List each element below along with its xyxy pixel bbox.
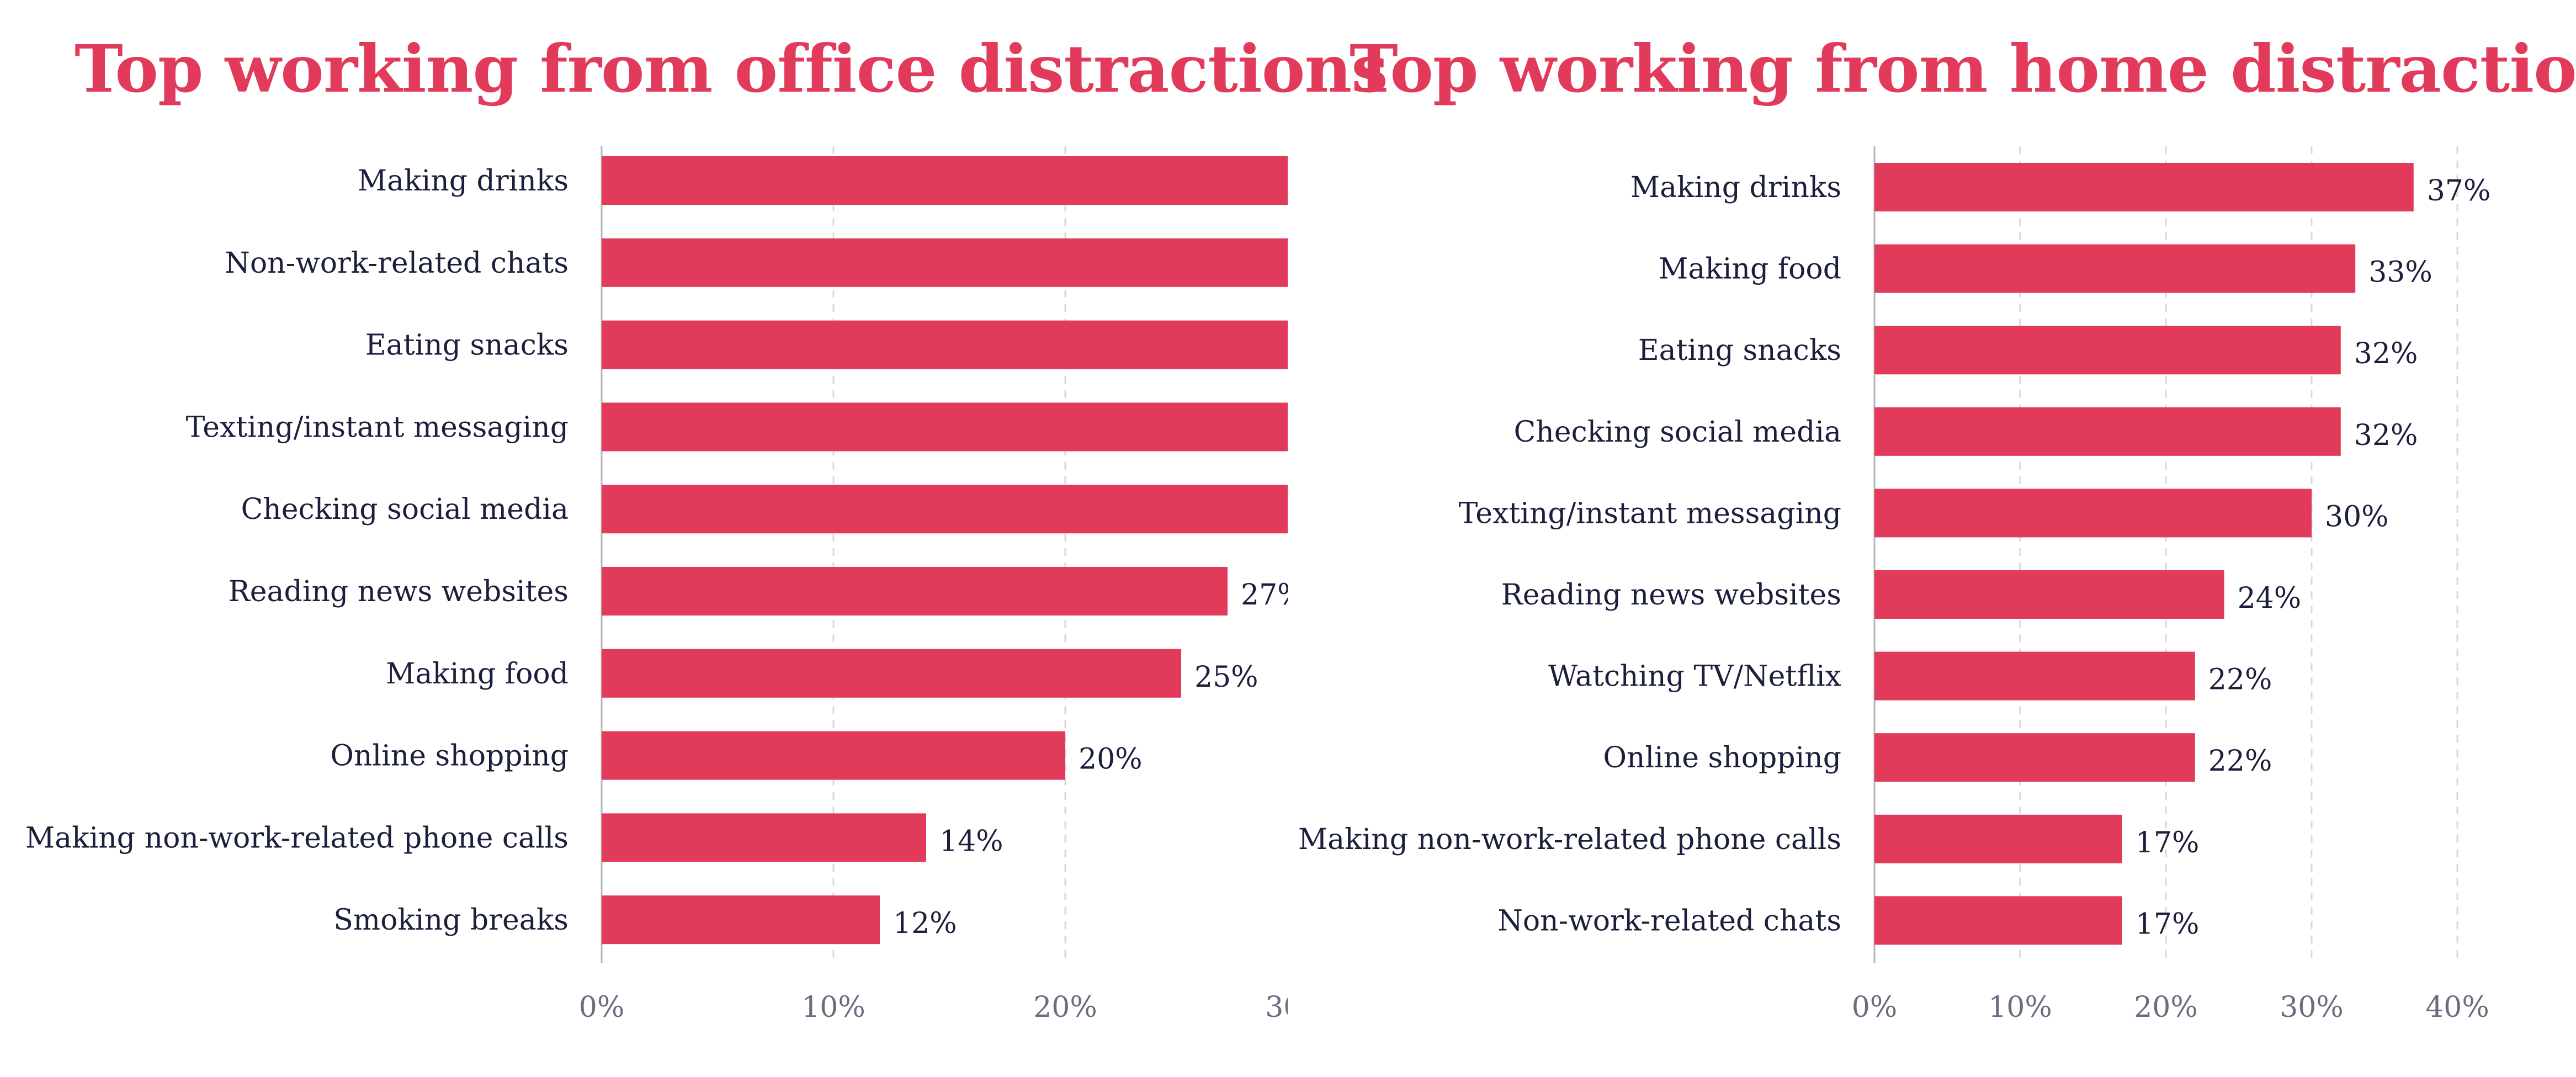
- x-tick-label: 0%: [579, 991, 625, 1024]
- category-label: Eating snacks: [365, 329, 569, 362]
- bar: [1874, 163, 2414, 211]
- category-label: Smoking breaks: [333, 904, 569, 937]
- x-tick-label: 0%: [1852, 991, 1898, 1024]
- value-label: 17%: [2136, 908, 2200, 941]
- x-tick-label: 30%: [1265, 991, 1288, 1024]
- category-label: Online shopping: [330, 740, 569, 773]
- category-label: Watching TV/Netflix: [1548, 660, 1841, 693]
- bar: [602, 320, 1288, 369]
- value-label: 22%: [2208, 664, 2272, 697]
- category-label: Making drinks: [1630, 171, 1841, 204]
- office-distractions-chart: Top working from office distractions 0% 1…: [25, 30, 1388, 1024]
- value-label: 30%: [2325, 500, 2389, 533]
- bar: [602, 402, 1288, 452]
- x-tick-label: 10%: [1988, 991, 2052, 1024]
- value-label: 27%: [1241, 579, 1288, 612]
- category-label: Non-work-related chats: [1497, 904, 1841, 937]
- value-label: 14%: [939, 825, 1003, 858]
- value-label: 20%: [1079, 743, 1143, 776]
- chart-title: Top working from office distractions: [75, 30, 1388, 107]
- category-label: Checking social media: [241, 493, 569, 526]
- bar: [602, 485, 1288, 534]
- value-label: 17%: [2136, 826, 2200, 860]
- category-label: Online shopping: [1603, 741, 1841, 774]
- bar: [1874, 407, 2341, 456]
- bar: [1874, 570, 2224, 619]
- value-label: 25%: [1194, 661, 1258, 694]
- value-label: 33%: [2368, 256, 2432, 289]
- value-label: 37%: [2427, 174, 2491, 208]
- x-tick-label: 20%: [1033, 991, 1097, 1024]
- category-label: Eating snacks: [1638, 334, 1841, 367]
- bar: [1874, 651, 2195, 701]
- home-distractions-chart: Top working from home distractions 0% 10%…: [1288, 0, 2576, 1077]
- bar: [1874, 733, 2195, 782]
- category-label: Checking social media: [1513, 416, 1841, 449]
- bar: [1874, 896, 2122, 945]
- value-label: 32%: [2354, 419, 2418, 452]
- value-label: 32%: [2354, 337, 2418, 370]
- x-tick-label: 20%: [2134, 991, 2198, 1024]
- category-label: Reading news websites: [1501, 579, 1841, 612]
- office-plot-area: 0%10%20%30%40%50%Making drinks41%Non-wor…: [25, 146, 1288, 1024]
- value-label: 24%: [2238, 582, 2302, 615]
- bar: [602, 731, 1065, 780]
- chart-title: Top working from home distractions: [1350, 30, 2576, 107]
- x-tick-label: 30%: [2280, 991, 2344, 1024]
- bar: [1874, 489, 2312, 538]
- bar: [602, 156, 1288, 205]
- category-label: Making food: [386, 657, 569, 691]
- category-label: Reading news websites: [229, 575, 569, 608]
- category-label: Texting/instant messaging: [1459, 497, 1841, 530]
- x-tick-label: 10%: [801, 991, 865, 1024]
- bar: [1874, 814, 2122, 863]
- bar: [1874, 244, 2356, 293]
- category-label: Non-work-related chats: [225, 247, 569, 280]
- bar: [1874, 326, 2341, 375]
- home-plot-area: 0% 10% 20% 30% 40% Making drinks 37% Making foo…: [1298, 146, 2491, 1024]
- bar: [602, 238, 1288, 287]
- category-label: Texting/instant messaging: [186, 411, 569, 444]
- category-label: Making food: [1659, 253, 1841, 286]
- value-label: 22%: [2208, 745, 2272, 778]
- bar: [602, 649, 1181, 698]
- category-label: Making drinks: [358, 165, 569, 198]
- bar: [602, 567, 1228, 616]
- x-tick-label: 40%: [2425, 991, 2489, 1024]
- value-label: 12%: [893, 907, 957, 940]
- category-label: Making non-work-related phone calls: [25, 821, 569, 855]
- category-label: Making non-work-related phone calls: [1298, 823, 1841, 856]
- bar: [602, 813, 926, 862]
- bar: [602, 895, 880, 945]
